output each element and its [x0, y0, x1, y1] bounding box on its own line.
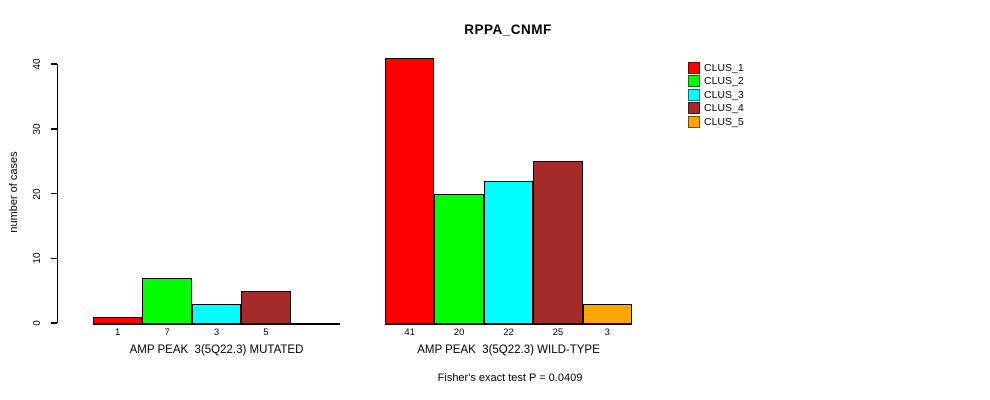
chart-title: RPPA_CNMF: [464, 22, 552, 37]
bar: [385, 57, 435, 324]
group-label: AMP PEAK 3(5Q22.3) MUTATED: [129, 344, 304, 356]
bar: [483, 180, 534, 324]
annotation: Fisher's exact test P = 0.0409: [437, 372, 583, 384]
legend-item: CLUS_5: [688, 115, 778, 129]
y-tick: [50, 63, 57, 65]
bar: [533, 161, 583, 324]
legend-label: CLUS_1: [704, 62, 744, 74]
legend-item: CLUS_3: [688, 88, 778, 102]
bar: [434, 193, 484, 324]
bar-value-label: 7: [164, 327, 170, 338]
y-tick: [50, 128, 57, 130]
bar-value-label: 1: [115, 327, 121, 338]
bar: [241, 290, 291, 324]
y-tick: [50, 257, 57, 259]
bar: [582, 303, 632, 324]
legend-label: CLUS_5: [704, 115, 744, 128]
legend-swatch: [688, 102, 700, 115]
legend-swatch: [688, 62, 700, 74]
bar-value-label: 20: [453, 327, 465, 338]
legend-swatch: [688, 88, 700, 101]
bar-value-label: 5: [263, 327, 269, 338]
y-tick: [50, 322, 57, 324]
legend-swatch: [688, 115, 700, 128]
y-tick: [50, 192, 57, 195]
legend-item: CLUS_2: [688, 75, 778, 88]
bar-value-label: 25: [552, 327, 564, 338]
bar: [142, 277, 192, 324]
legend-item: CLUS_4: [688, 102, 778, 115]
bar-value-label: 3: [604, 327, 610, 338]
legend-item: CLUS_1: [688, 62, 778, 75]
bar-value-label: 22: [503, 327, 514, 338]
bar-value-label: 41: [404, 327, 415, 338]
bar: [191, 303, 242, 324]
legend-label: CLUS_3: [704, 88, 744, 101]
y-axis-line: [56, 64, 58, 323]
legend-label: CLUS_2: [704, 75, 744, 88]
bar: [93, 316, 143, 324]
legend-label: CLUS_4: [704, 102, 744, 115]
bar-value-label: 3: [213, 327, 220, 338]
group-label: AMP PEAK 3(5Q22.3) WILD-TYPE: [417, 344, 600, 356]
legend-swatch: [688, 75, 700, 88]
